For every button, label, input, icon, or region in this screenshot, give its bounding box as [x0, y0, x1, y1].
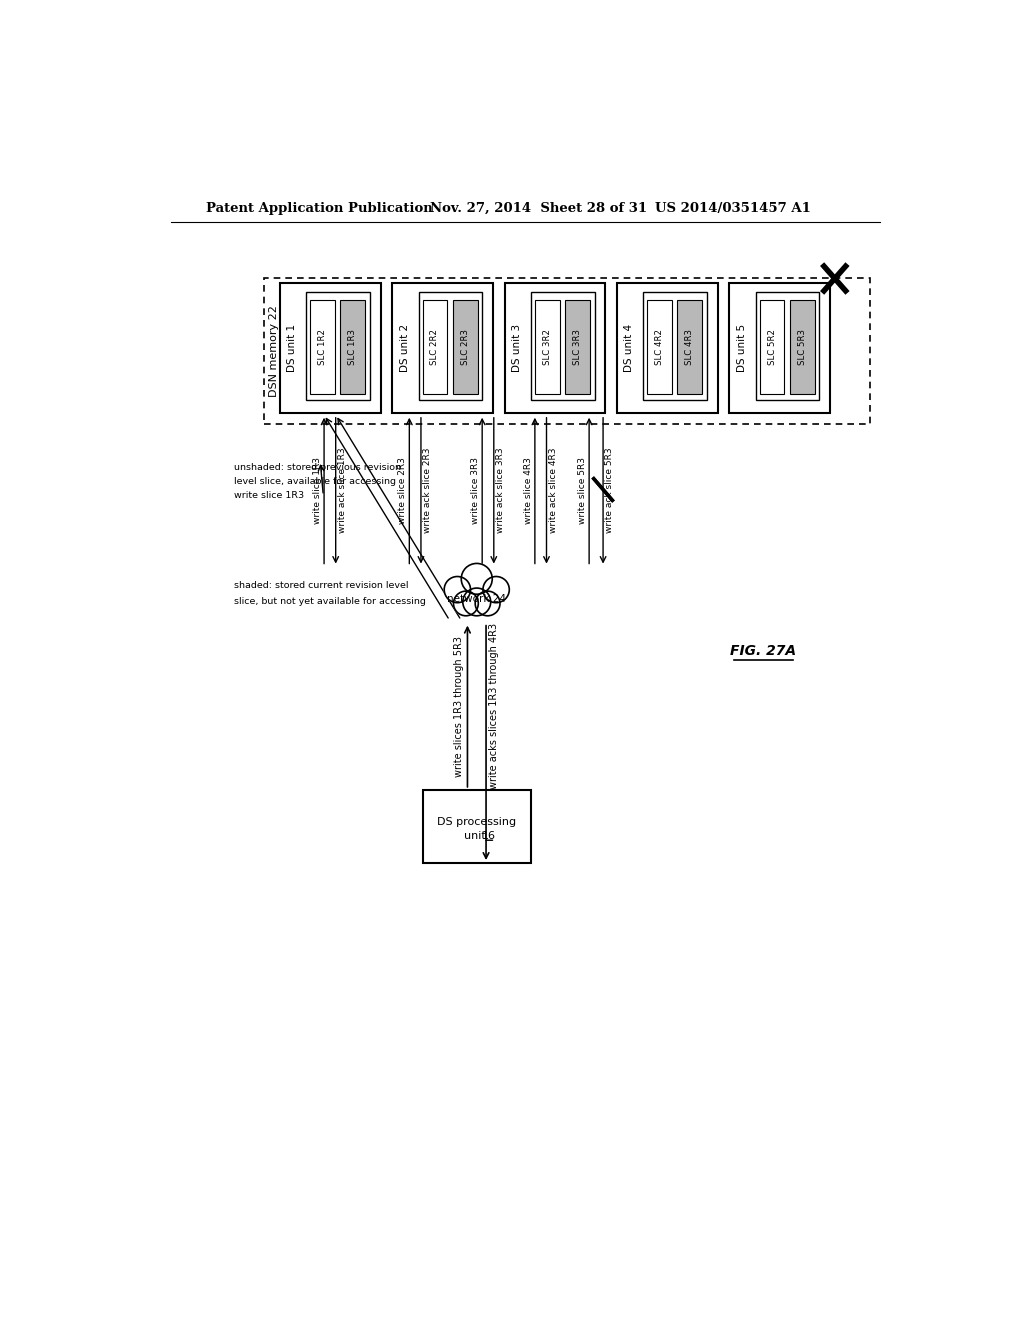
Text: SLC 3R2: SLC 3R2 [543, 329, 552, 366]
Text: shaded: stored current revision level: shaded: stored current revision level [234, 581, 409, 590]
Text: network 24: network 24 [447, 594, 506, 603]
Circle shape [483, 577, 509, 603]
Text: write ack slice 4R3: write ack slice 4R3 [549, 447, 558, 533]
Text: write slice 3R3: write slice 3R3 [471, 457, 480, 524]
Text: Patent Application Publication: Patent Application Publication [206, 202, 432, 215]
Text: FIG. 27A: FIG. 27A [730, 644, 797, 659]
Text: slice, but not yet available for accessing: slice, but not yet available for accessi… [234, 597, 426, 606]
Text: unshaded: stored previous revision: unshaded: stored previous revision [234, 463, 401, 473]
Bar [423, 789, 531, 863]
Text: unit: unit [464, 830, 489, 841]
Text: write slice 5R3: write slice 5R3 [578, 457, 587, 524]
Text: DS unit 4: DS unit 4 [625, 323, 635, 372]
Bar [643, 293, 707, 400]
Circle shape [444, 577, 471, 603]
Bar [419, 293, 482, 400]
Bar [306, 293, 370, 400]
Bar [565, 300, 590, 395]
Text: SLC 5R2: SLC 5R2 [768, 329, 776, 366]
Text: write slice 1R3: write slice 1R3 [234, 491, 304, 500]
Text: SLC 4R2: SLC 4R2 [655, 329, 665, 366]
Bar [535, 300, 560, 395]
Circle shape [461, 564, 493, 594]
Bar [453, 300, 477, 395]
Text: SLC 4R3: SLC 4R3 [685, 329, 694, 366]
Text: write slice 4R3: write slice 4R3 [523, 457, 532, 524]
Text: US 2014/0351457 A1: US 2014/0351457 A1 [655, 202, 811, 215]
Bar [263, 277, 870, 424]
Bar [392, 284, 493, 412]
Circle shape [463, 589, 490, 615]
Text: level slice, available for accessing: level slice, available for accessing [234, 478, 396, 486]
Text: DS unit 3: DS unit 3 [512, 323, 522, 372]
Bar [531, 293, 595, 400]
Text: SLC 3R3: SLC 3R3 [573, 329, 582, 366]
Text: SLC 1R2: SLC 1R2 [318, 329, 327, 366]
Bar [340, 300, 366, 395]
Text: SLC 1R3: SLC 1R3 [348, 329, 357, 366]
Text: SLC 2R3: SLC 2R3 [461, 329, 470, 366]
Text: SLC 5R3: SLC 5R3 [798, 329, 807, 366]
Bar [678, 300, 702, 395]
Circle shape [475, 591, 500, 615]
Bar [647, 300, 672, 395]
Circle shape [454, 591, 478, 615]
Text: DS unit 1: DS unit 1 [288, 323, 297, 372]
Bar [790, 300, 815, 395]
Bar [423, 300, 447, 395]
Bar [729, 284, 830, 412]
Text: write ack slice 1R3: write ack slice 1R3 [338, 447, 347, 533]
Bar [760, 300, 784, 395]
Text: DS unit 5: DS unit 5 [737, 323, 746, 372]
Text: write slices 1R3 through 5R3: write slices 1R3 through 5R3 [455, 636, 464, 776]
Text: write slice 1R3: write slice 1R3 [312, 457, 322, 524]
Text: DS unit 2: DS unit 2 [399, 323, 410, 372]
Text: DSN memory 22: DSN memory 22 [269, 305, 280, 397]
Bar [310, 300, 335, 395]
Text: write acks slices 1R3 through 4R3: write acks slices 1R3 through 4R3 [489, 623, 499, 789]
Text: write ack slice 2R3: write ack slice 2R3 [423, 447, 432, 533]
Text: Nov. 27, 2014  Sheet 28 of 31: Nov. 27, 2014 Sheet 28 of 31 [430, 202, 647, 215]
Text: DS processing: DS processing [437, 817, 516, 826]
Bar [617, 284, 718, 412]
Text: write slice 2R3: write slice 2R3 [398, 457, 407, 524]
Bar [280, 284, 381, 412]
Text: SLC 2R2: SLC 2R2 [430, 329, 439, 366]
Text: write ack slice 3R3: write ack slice 3R3 [496, 447, 505, 533]
Bar [505, 284, 605, 412]
Text: 16: 16 [482, 830, 497, 841]
Bar [756, 293, 819, 400]
Text: write ack slice 5R3: write ack slice 5R3 [605, 447, 614, 533]
